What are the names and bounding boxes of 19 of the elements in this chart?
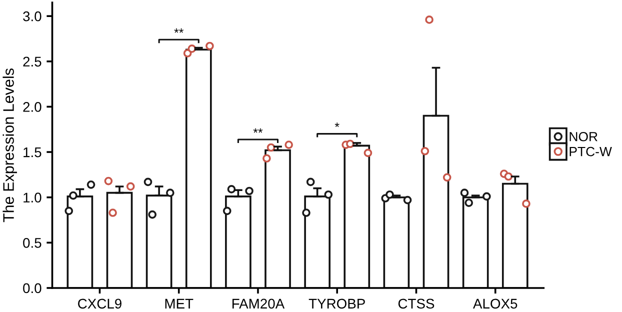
- y-tick-label: 2.5: [23, 56, 42, 67]
- x-tick-label: CXCL9: [78, 298, 122, 309]
- y-tick-label: 0.5: [23, 238, 42, 248]
- annotation: *: [334, 122, 340, 128]
- legend-label: NOR: [570, 132, 598, 142]
- y-tick-label: 1.5: [24, 148, 42, 158]
- y-tick-label: 0.0: [23, 283, 42, 294]
- y-tick-label: 2.0: [23, 102, 42, 112]
- x-tick-label: FAM20A: [232, 298, 285, 309]
- x-tick-label: MET: [165, 298, 194, 308]
- y-tick-label: 1.0: [24, 192, 42, 203]
- x-tick-label: ALOX5: [473, 298, 518, 309]
- x-tick-label: CTSS: [398, 298, 434, 309]
- y-tick-label: 3.0: [23, 11, 42, 22]
- legend-label: PTC-W: [570, 146, 612, 156]
- annotation: **: [253, 128, 263, 133]
- y-axis-title: The Expression Levels: [2, 68, 17, 222]
- annotation: **: [174, 28, 184, 33]
- x-tick-label: TYROBP: [308, 298, 365, 309]
